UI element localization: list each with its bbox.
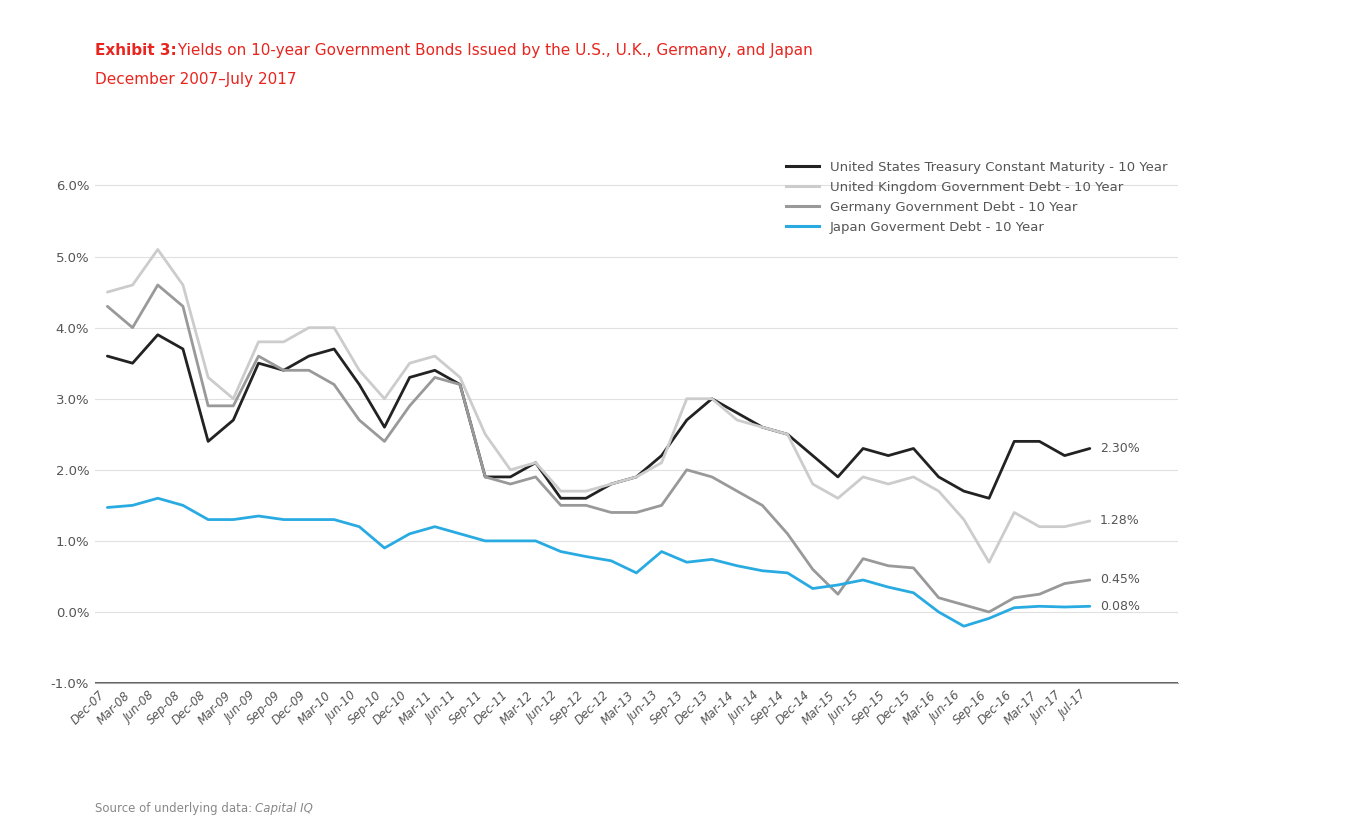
Text: Yields on 10-year Government Bonds Issued by the U.S., U.K., Germany, and Japan: Yields on 10-year Government Bonds Issue… (173, 43, 812, 58)
Text: 0.08%: 0.08% (1099, 600, 1140, 613)
Text: 2.30%: 2.30% (1099, 442, 1140, 455)
Legend: United States Treasury Constant Maturity - 10 Year, United Kingdom Government De: United States Treasury Constant Maturity… (783, 157, 1171, 238)
Text: Source of underlying data:: Source of underlying data: (95, 801, 256, 815)
Text: 1.28%: 1.28% (1099, 515, 1140, 527)
Text: 0.45%: 0.45% (1099, 573, 1140, 586)
Text: Capital IQ: Capital IQ (255, 801, 313, 815)
Text: December 2007–July 2017: December 2007–July 2017 (95, 72, 297, 87)
Text: Exhibit 3:: Exhibit 3: (95, 43, 176, 58)
